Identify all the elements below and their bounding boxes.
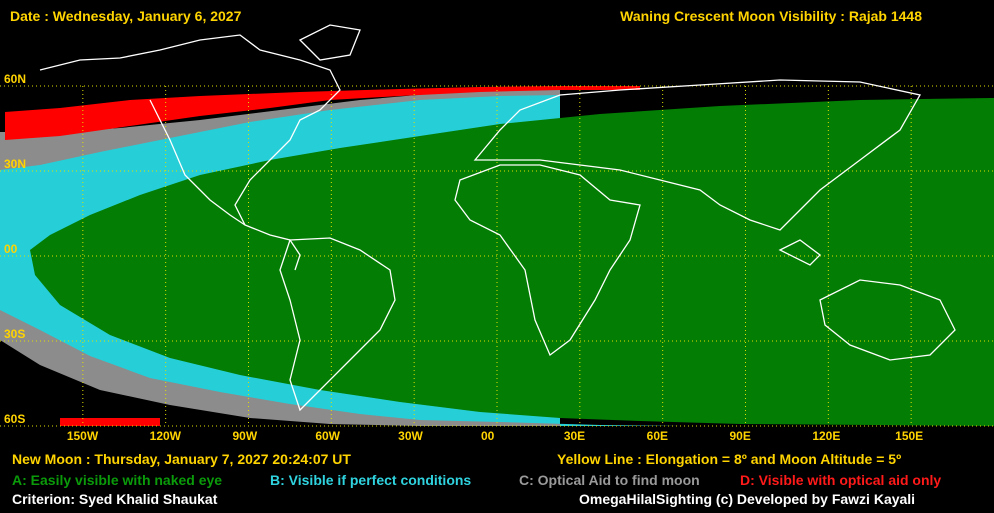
latitude-label: 60S bbox=[4, 412, 26, 426]
longitude-label: 150W bbox=[66, 429, 99, 443]
longitude-label: 120W bbox=[149, 429, 182, 443]
longitude-label: 60W bbox=[315, 429, 341, 443]
longitude-label: 150E bbox=[895, 429, 924, 443]
longitude-label: 90E bbox=[729, 429, 751, 443]
legend-c: C: Optical Aid to find moon bbox=[519, 472, 700, 488]
longitude-label: 90W bbox=[232, 429, 258, 443]
latitude-label: 30N bbox=[4, 157, 27, 171]
new-moon-label: New Moon : Thursday, January 7, 2027 20:… bbox=[12, 451, 351, 467]
map-title: Waning Crescent Moon Visibility : Rajab … bbox=[620, 8, 922, 24]
yellow-line-label: Yellow Line : Elongation = 8º and Moon A… bbox=[557, 451, 902, 467]
zone-a-region bbox=[30, 98, 994, 426]
visibility-map bbox=[0, 24, 994, 427]
longitude-label: 30W bbox=[398, 429, 423, 443]
zone-d-region bbox=[5, 86, 640, 140]
longitude-label: 30E bbox=[563, 429, 586, 443]
longitude-label: 00 bbox=[481, 429, 495, 443]
legend-d: D: Visible with optical aid only bbox=[740, 472, 942, 488]
latitude-label: 60N bbox=[4, 72, 27, 86]
legend-a: A: Easily visible with naked eye bbox=[12, 472, 223, 488]
legend-b: B: Visible if perfect conditions bbox=[270, 472, 472, 488]
longitude-label: 60E bbox=[646, 429, 669, 443]
latitude-label: 30S bbox=[4, 327, 26, 341]
zone-d-region-south bbox=[60, 418, 160, 426]
longitude-label: 120E bbox=[812, 429, 841, 443]
date-label: Date : Wednesday, January 6, 2027 bbox=[10, 8, 242, 24]
coastlines bbox=[39, 24, 956, 412]
criterion-label: Criterion: Syed Khalid Shaukat bbox=[12, 491, 218, 507]
credit-label: OmegaHilalSighting (c) Developed by Fawz… bbox=[579, 491, 916, 507]
latitude-label: 00 bbox=[4, 242, 18, 256]
